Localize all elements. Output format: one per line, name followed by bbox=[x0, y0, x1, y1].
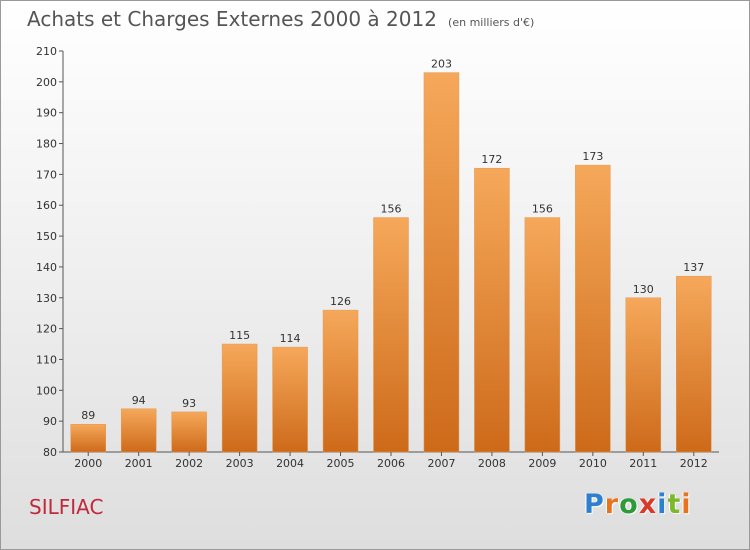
logo-letter: o bbox=[619, 489, 639, 520]
y-tick-label: 80 bbox=[43, 446, 57, 459]
x-tick-label-2001: 2001 bbox=[125, 457, 153, 470]
bar-2007 bbox=[423, 72, 460, 453]
commune-name: SILFIAC bbox=[29, 495, 104, 519]
y-tick-label: 190 bbox=[36, 107, 57, 120]
y-tick-label: 160 bbox=[36, 199, 57, 212]
y-tick-label: 90 bbox=[43, 415, 57, 428]
data-label-2009: 156 bbox=[532, 203, 553, 216]
x-tick-label-2003: 2003 bbox=[226, 457, 254, 470]
bar-2000 bbox=[70, 423, 106, 453]
x-tick-label-2010: 2010 bbox=[579, 457, 607, 470]
bar-2004 bbox=[272, 346, 308, 453]
data-label-2008: 172 bbox=[481, 153, 502, 166]
y-tick-label: 140 bbox=[36, 261, 57, 274]
chart-subtitle: (en milliers d'€) bbox=[448, 16, 535, 29]
data-label-2001: 94 bbox=[132, 394, 146, 407]
y-tick-label: 170 bbox=[36, 168, 57, 181]
x-tick-label-2009: 2009 bbox=[528, 457, 556, 470]
bar-2008 bbox=[474, 167, 510, 453]
proxiti-logo[interactable]: Proxiti bbox=[584, 489, 692, 520]
data-label-2011: 130 bbox=[633, 283, 654, 296]
data-label-2010: 173 bbox=[582, 150, 603, 163]
x-tick-label-2005: 2005 bbox=[327, 457, 355, 470]
bar-2006 bbox=[373, 217, 409, 453]
x-tick-label-2004: 2004 bbox=[276, 457, 304, 470]
y-tick-label: 180 bbox=[36, 138, 57, 151]
y-tick-label: 150 bbox=[36, 230, 57, 243]
data-label-2003: 115 bbox=[229, 329, 250, 342]
title-row: Achats et Charges Externes 2000 à 2012 (… bbox=[27, 7, 534, 31]
bar-2012 bbox=[676, 275, 712, 453]
logo-letter: P bbox=[584, 489, 605, 520]
logo-letter: i bbox=[657, 489, 668, 520]
x-tick-label-2008: 2008 bbox=[478, 457, 506, 470]
x-tick-label-2007: 2007 bbox=[427, 457, 455, 470]
data-label-2000: 89 bbox=[81, 409, 95, 422]
bar-2001 bbox=[120, 408, 157, 453]
chart-bars: 89 2000 94 2001 93 2002 115 2003 114 2004 126 2005 1… bbox=[70, 58, 712, 470]
x-tick-label-2000: 2000 bbox=[74, 457, 102, 470]
x-tick-label-2011: 2011 bbox=[629, 457, 657, 470]
y-tick-label: 120 bbox=[36, 323, 57, 336]
data-label-2012: 137 bbox=[683, 261, 704, 274]
x-tick-label-2002: 2002 bbox=[175, 457, 203, 470]
bar-2009 bbox=[524, 217, 561, 453]
data-label-2006: 156 bbox=[381, 203, 402, 216]
y-tick-label: 100 bbox=[36, 384, 57, 397]
logo-letter: x bbox=[638, 489, 658, 520]
chart-axes: 80 90 100 110 120 130 140 150 160 170 180 190 200 210 bbox=[36, 45, 719, 459]
bar-2003 bbox=[221, 343, 258, 453]
y-tick-label: 210 bbox=[36, 45, 57, 58]
bar-2010 bbox=[575, 164, 611, 453]
x-tick-label-2012: 2012 bbox=[680, 457, 708, 470]
bar-2002 bbox=[171, 411, 207, 453]
data-label-2005: 126 bbox=[330, 295, 351, 308]
bar-2011 bbox=[625, 297, 662, 453]
chart-title: Achats et Charges Externes 2000 à 2012 bbox=[27, 7, 437, 31]
bar-2005 bbox=[322, 309, 359, 453]
logo-letter: i bbox=[681, 489, 692, 520]
data-label-2002: 93 bbox=[182, 397, 196, 410]
x-tick-label-2006: 2006 bbox=[377, 457, 405, 470]
data-label-2007: 203 bbox=[431, 58, 452, 71]
data-label-2004: 114 bbox=[280, 332, 301, 345]
y-tick-label: 130 bbox=[36, 292, 57, 305]
y-tick-label: 200 bbox=[36, 76, 57, 89]
logo-letter: r bbox=[604, 489, 620, 520]
logo-letter: t bbox=[667, 489, 682, 520]
y-tick-label: 110 bbox=[36, 353, 57, 366]
